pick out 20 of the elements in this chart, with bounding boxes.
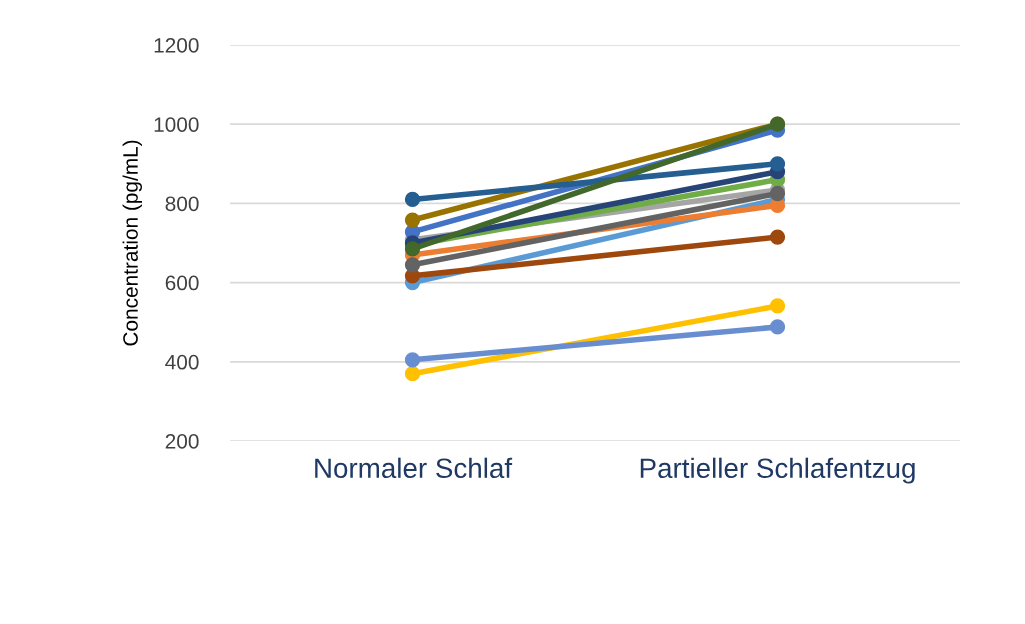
x-tick-label: Partieller Schlafentzug <box>640 457 915 484</box>
point <box>404 366 421 382</box>
point <box>769 185 786 202</box>
point <box>769 156 786 172</box>
y-tick-label: 600 <box>165 275 199 291</box>
point <box>769 298 786 314</box>
point <box>404 191 421 208</box>
x-tick-label: Normaler Schlaf <box>315 457 513 479</box>
y-tick-label: 200 <box>165 434 199 449</box>
point <box>404 352 421 368</box>
point <box>769 229 786 245</box>
y-tick-label: 1200 <box>154 38 199 53</box>
point <box>404 241 421 257</box>
y-tick-label: 1000 <box>154 117 199 132</box>
point <box>769 319 786 335</box>
y-tick-label: 400 <box>165 354 199 370</box>
point <box>404 212 421 228</box>
point <box>404 257 421 273</box>
y-tick-label: 800 <box>165 196 199 212</box>
y-axis-title: Concentration (pg/mL) <box>122 140 142 346</box>
